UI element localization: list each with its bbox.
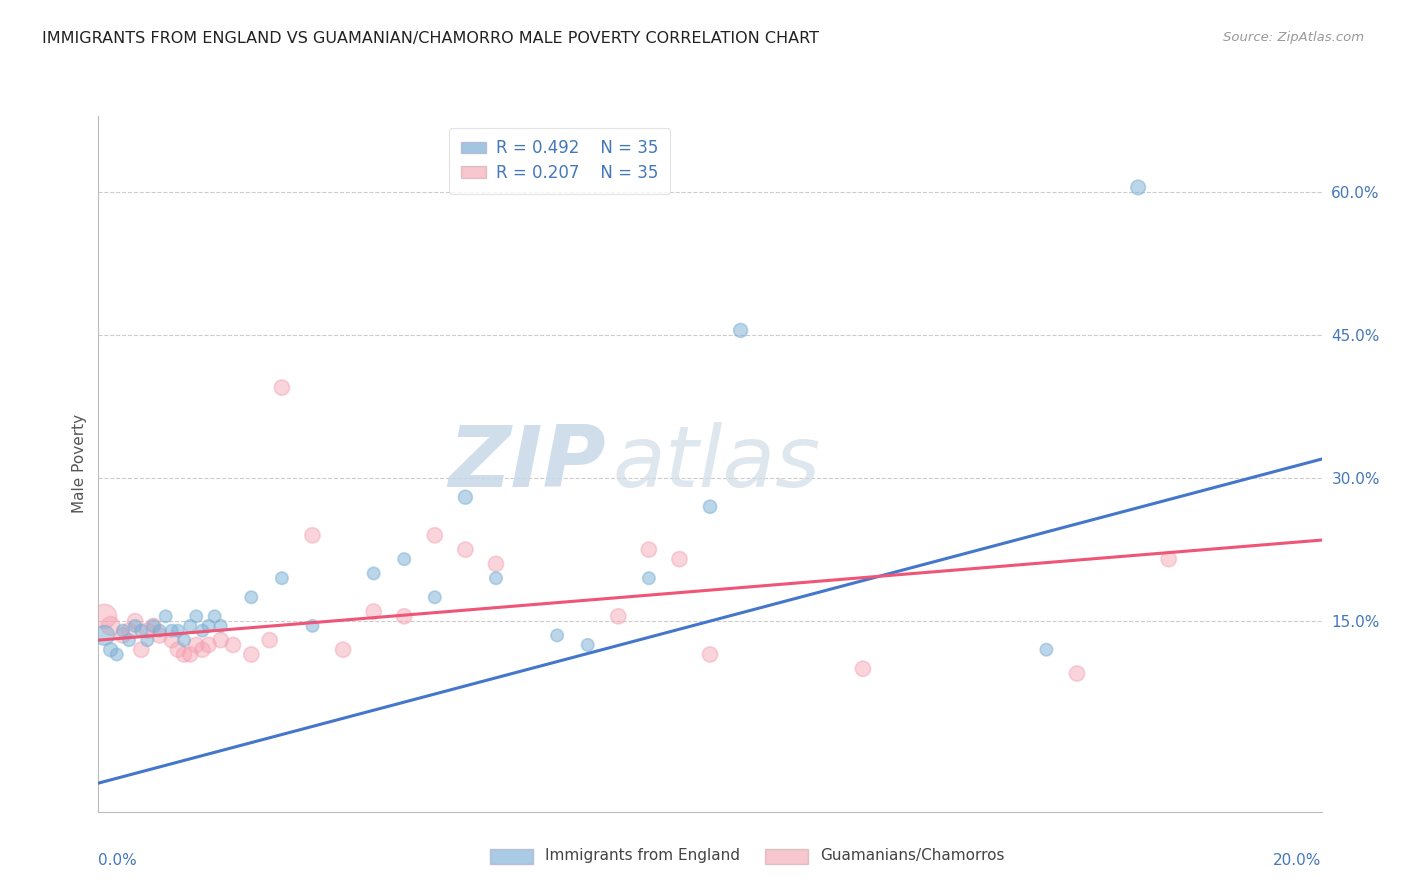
Point [240,591,263,605]
Point [240,648,263,662]
Point [259,633,281,648]
Point [204,609,226,624]
Point [197,638,219,652]
Point [1035,642,1057,657]
Point [142,619,165,633]
Point [363,566,385,581]
Point [1066,666,1088,681]
Point [423,591,446,605]
Point [179,648,201,662]
Point [167,624,190,638]
Point [485,571,508,585]
Point [167,642,190,657]
Point [118,633,141,648]
Point [142,619,165,633]
Point [363,605,385,619]
Point [607,609,630,624]
Point [454,490,477,504]
Point [454,542,477,557]
Point [209,619,232,633]
Point [392,552,416,566]
Point [668,552,690,566]
Point [730,323,752,337]
Point [129,624,152,638]
Text: Guamanians/Chamorros: Guamanians/Chamorros [820,848,1005,863]
Point [100,619,122,633]
Point [1157,552,1180,566]
Point [1128,180,1150,194]
Text: Immigrants from England: Immigrants from England [546,848,740,863]
Point [173,648,195,662]
Point [301,528,323,542]
Point [173,633,195,648]
Point [191,642,214,657]
Point [124,619,146,633]
Point [332,642,354,657]
Text: 0.0%: 0.0% [98,854,138,869]
Point [149,624,172,638]
Point [637,542,661,557]
Point [124,614,146,628]
Point [186,609,208,624]
Point [197,619,219,633]
Point [485,557,508,571]
Text: atlas: atlas [612,422,820,506]
Point [136,624,159,638]
Point [576,638,599,652]
Point [392,609,416,624]
Legend: R = 0.492    N = 35, R = 0.207    N = 35: R = 0.492 N = 35, R = 0.207 N = 35 [450,128,671,194]
Text: Source: ZipAtlas.com: Source: ZipAtlas.com [1223,31,1364,45]
Point [186,638,208,652]
Point [179,619,201,633]
Point [301,619,323,633]
Point [105,648,128,662]
FancyBboxPatch shape [765,848,808,863]
Text: ZIP: ZIP [449,422,606,506]
Point [699,648,721,662]
Point [546,628,568,642]
Point [93,628,115,642]
Point [160,633,183,648]
Point [136,633,159,648]
Point [111,628,134,642]
Point [209,633,232,648]
Point [111,624,134,638]
Point [270,381,292,395]
Point [423,528,446,542]
Point [118,624,141,638]
Point [160,624,183,638]
Y-axis label: Male Poverty: Male Poverty [72,414,87,514]
FancyBboxPatch shape [489,848,533,863]
Point [699,500,721,514]
Point [270,571,292,585]
Point [129,642,152,657]
Text: 20.0%: 20.0% [1274,854,1322,869]
Point [100,642,122,657]
Point [155,609,177,624]
Text: IMMIGRANTS FROM ENGLAND VS GUAMANIAN/CHAMORRO MALE POVERTY CORRELATION CHART: IMMIGRANTS FROM ENGLAND VS GUAMANIAN/CHA… [42,31,820,46]
Point [149,628,172,642]
Point [93,609,115,624]
Point [191,624,214,638]
Point [852,662,875,676]
Point [637,571,661,585]
Point [222,638,245,652]
